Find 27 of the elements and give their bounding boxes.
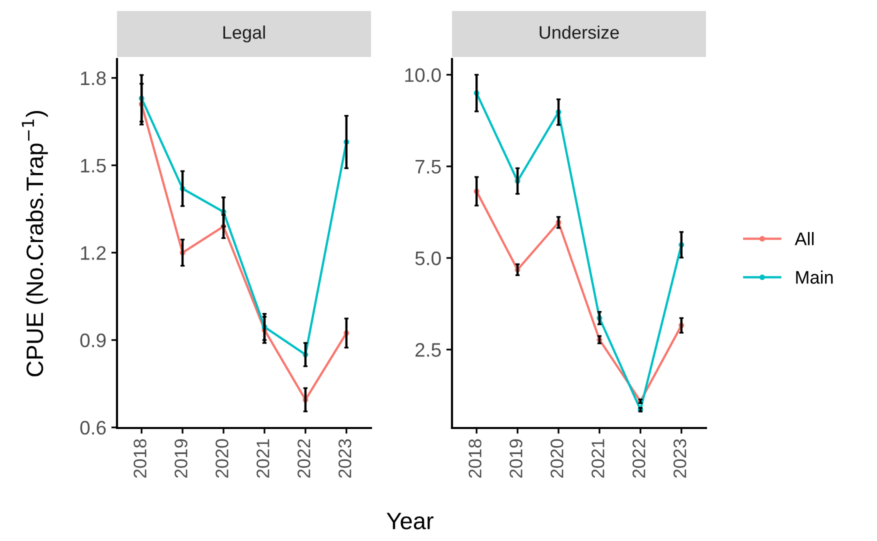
x-tick-label: 2018 <box>134 439 146 478</box>
x-tick-label: 2020 <box>216 439 228 478</box>
x-tick-label: 2023 <box>338 439 352 478</box>
y-tick-label: 0.9 <box>80 334 106 348</box>
x-tick-label: 2022 <box>632 439 646 478</box>
x-tick-label: 2019 <box>510 439 522 478</box>
chart-title: Undersize <box>540 26 619 39</box>
x-tick-label: 2018 <box>468 439 482 478</box>
x-tick-label: 2023 <box>673 439 686 478</box>
y-tick-label: 0.6 <box>80 420 106 435</box>
y-tick-label: 10.0 <box>405 68 441 82</box>
legend-label: Main <box>796 270 833 284</box>
x-tick-label: 2021 <box>256 439 270 478</box>
y-tick-label: 5.0 <box>415 251 441 266</box>
y-tick-label: 1.2 <box>81 246 106 260</box>
x-tick-label: 2021 <box>592 439 604 478</box>
y-tick-label: 7.5 <box>416 160 441 174</box>
y-tick-label: 2.5 <box>416 343 441 357</box>
x-tick-label: 2019 <box>174 439 188 478</box>
x-tick-label: 2020 <box>550 439 564 478</box>
y-axis-title: CPUE (No.Crabs.Trap$^{−1}$) <box>22 111 48 376</box>
x-axis-title: Year <box>386 512 434 530</box>
legend-label: All <box>794 232 814 246</box>
y-tick-label: 1.5 <box>81 158 106 173</box>
chart-title: Legal <box>223 26 265 42</box>
x-tick-label: 2022 <box>298 439 310 478</box>
y-tick-label: 1.8 <box>81 71 106 86</box>
